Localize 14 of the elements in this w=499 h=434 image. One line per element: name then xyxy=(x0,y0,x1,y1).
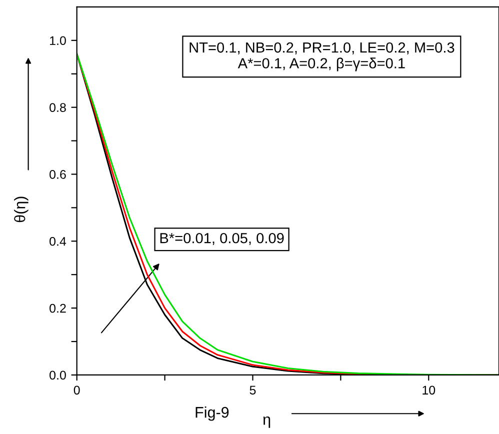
y-tick-label: 0.2 xyxy=(50,304,66,313)
y-tick-label: 1.0 xyxy=(50,36,66,46)
text: Fig-9 xyxy=(196,406,229,421)
x-axis-title: η xyxy=(263,416,270,428)
annotation: NT=0.1, NB=0.2, PR=1.0, LE=0.2, M=0.3 A*=0.1, A=0.2, β=γ=δ=0.1 xyxy=(190,42,454,72)
y-tick-label: 0.8 xyxy=(50,103,66,112)
y-axis-title: θ(η) xyxy=(14,196,28,222)
y-tick-label: 0.4 xyxy=(50,236,66,246)
y-tick-label: 0.0 xyxy=(50,370,66,380)
annotation: B*=0.01, 0.05, 0.09 xyxy=(160,232,284,246)
x-tick-label: 10 xyxy=(422,386,436,395)
y-tick-label: 0.6 xyxy=(50,170,66,179)
x-tick-label: 0 xyxy=(74,386,80,395)
x-tick-label: 5 xyxy=(250,386,256,395)
